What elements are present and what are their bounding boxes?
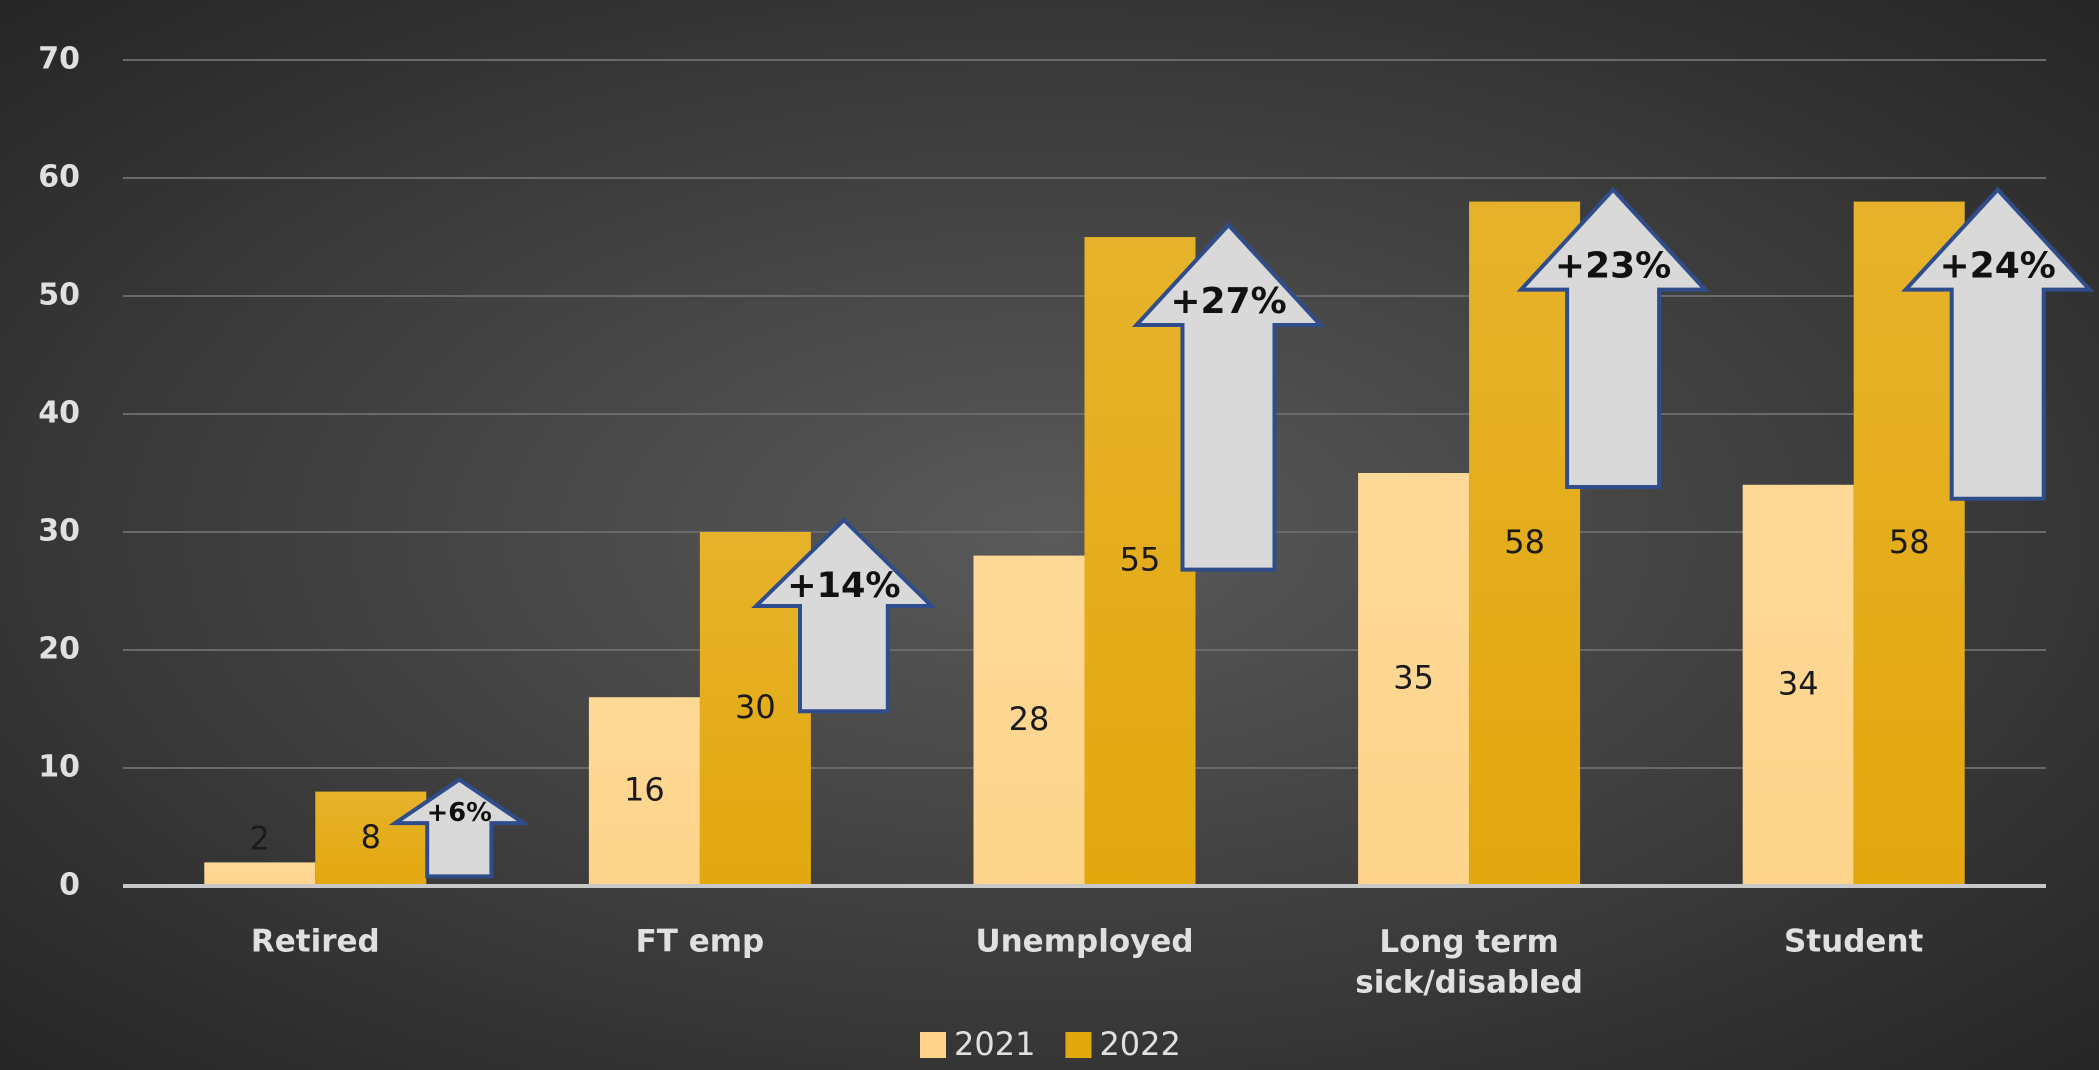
y-tick-label: 40 [38, 396, 80, 431]
annotation: +27% [1170, 281, 1286, 322]
x-tick-label: Student [1784, 924, 1923, 960]
annotation: +14% [787, 565, 900, 606]
data-label: 58 [1889, 523, 1930, 561]
y-tick-label: 10 [38, 750, 80, 785]
data-label: 28 [1009, 700, 1050, 738]
bar-shine [1742, 484, 1854, 886]
x-tick-label: Long term sick/disabled [1355, 924, 1583, 1000]
y-tick-label: 0 [59, 868, 80, 903]
y-tick-label: 50 [38, 278, 80, 313]
y-tick-label: 30 [38, 514, 80, 549]
legend-label: 2022 [1099, 1025, 1180, 1063]
annotation: +24% [1940, 246, 2056, 287]
bar-shine [1853, 201, 1965, 887]
data-label: 2 [250, 819, 270, 857]
data-label: 55 [1120, 541, 1161, 579]
legend-swatch [1065, 1032, 1092, 1058]
x-tick-label: FT emp [636, 924, 765, 960]
bar-shine [204, 862, 316, 886]
arrow [751, 517, 937, 714]
bar-shine [1358, 473, 1470, 886]
bar-shine [1084, 237, 1196, 886]
legend-swatch [920, 1032, 946, 1058]
data-label: 8 [361, 818, 381, 856]
annotation: +23% [1555, 246, 1671, 287]
arrow [1131, 222, 1326, 572]
data-label: 16 [624, 771, 665, 809]
annotation: +6% [427, 798, 492, 828]
bar-shine [1469, 201, 1581, 887]
y-tick-label: 60 [38, 160, 80, 195]
y-tick-label: 20 [38, 632, 80, 667]
bar-shine [588, 697, 700, 886]
bar-shine [973, 555, 1085, 886]
bar-shine [315, 791, 427, 886]
y-tick-label: 70 [38, 42, 80, 77]
arrow [388, 777, 531, 879]
data-label: 34 [1778, 664, 1819, 702]
arrow [1901, 186, 2095, 501]
data-label: 35 [1393, 659, 1434, 697]
legend-label: 2021 [954, 1025, 1035, 1063]
data-label: 58 [1504, 523, 1545, 561]
data-label: 30 [735, 688, 776, 726]
x-tick-label: Retired [251, 924, 380, 960]
x-tick-label: Unemployed [975, 924, 1193, 960]
arrow [1516, 186, 1710, 489]
